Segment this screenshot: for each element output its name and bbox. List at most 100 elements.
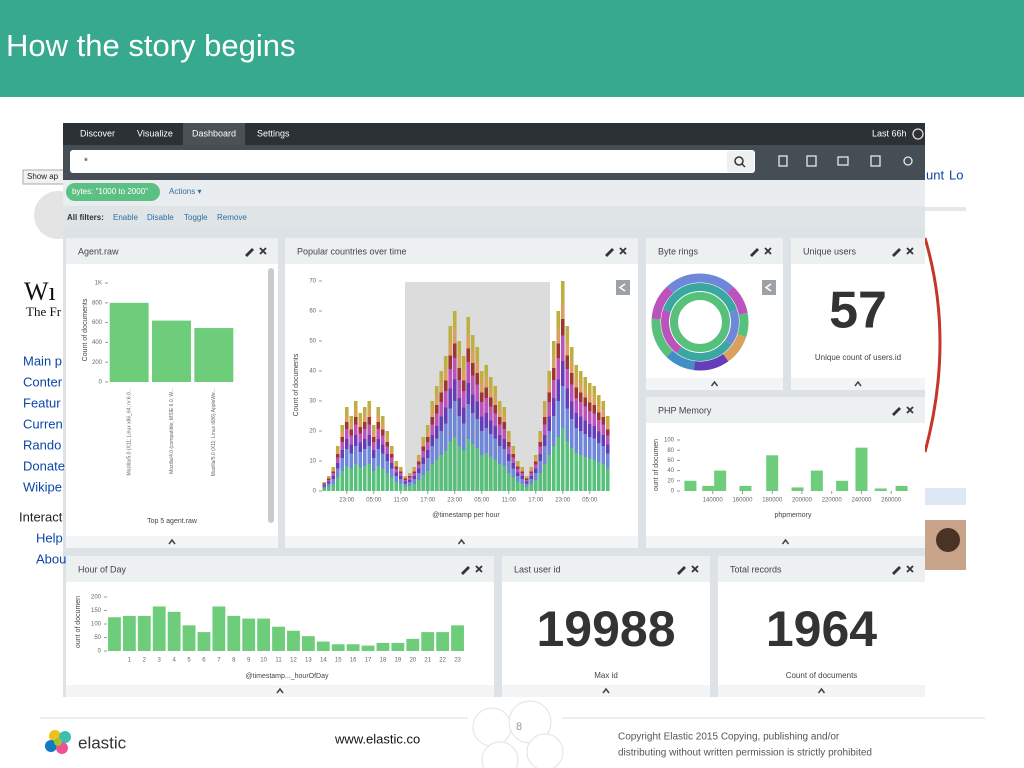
side-link[interactable]: Wikipe: [23, 479, 62, 494]
slide-title: How the story begins: [6, 28, 295, 63]
edit-icon[interactable]: [750, 248, 759, 257]
nav-item[interactable]: Settings: [257, 128, 290, 138]
bar: [406, 638, 420, 651]
title-band: [0, 0, 1024, 97]
bar: [484, 365, 489, 491]
y-tick-label: 40: [309, 369, 316, 375]
bar: [346, 644, 360, 651]
edit-icon[interactable]: [892, 407, 901, 416]
filter-action[interactable]: Remove: [217, 213, 247, 222]
close-icon[interactable]: [475, 565, 483, 573]
collapse-icon[interactable]: [457, 538, 466, 545]
collapse-icon[interactable]: [781, 538, 790, 545]
section: Interact: [19, 509, 63, 524]
filter-row: [63, 180, 925, 206]
metric-label: Count of documents: [786, 671, 858, 680]
metric-label: Unique count of users.id: [815, 353, 901, 362]
legend-toggle[interactable]: [762, 280, 776, 295]
filter-action[interactable]: Disable: [147, 213, 174, 222]
nav-item[interactable]: Discover: [80, 128, 115, 138]
close-icon[interactable]: [619, 247, 627, 255]
actions[interactable]: Actions ▾: [169, 187, 201, 196]
collapse-icon[interactable]: [168, 538, 176, 545]
close-icon[interactable]: [906, 406, 914, 414]
bar: [421, 632, 435, 651]
edit-icon[interactable]: [461, 566, 470, 575]
side-link[interactable]: Main p: [23, 353, 62, 368]
panel-footer: [646, 378, 783, 390]
filter-action[interactable]: Enable: [113, 213, 138, 222]
ring-segment: [651, 273, 749, 371]
clock-icon: [912, 128, 924, 140]
panel-title: Last user id: [514, 564, 561, 574]
side-link[interactable]: Conter: [23, 374, 63, 389]
bar: [529, 467, 534, 491]
top-link: Lo: [949, 167, 963, 182]
x-tick-label: Mozilla/5.0 (X11; Linux x86_64; rv:6.0..…: [126, 388, 132, 475]
bar: [569, 347, 574, 491]
metric-label: Max id: [594, 671, 618, 680]
bar: [605, 416, 610, 491]
y-tick-label: 80: [667, 448, 674, 454]
bar: [714, 470, 727, 491]
icon-new[interactable]: [778, 155, 788, 167]
bar: [326, 476, 331, 491]
nav-item[interactable]: Dashboard: [192, 128, 236, 138]
bar: [353, 401, 358, 491]
side-link[interactable]: Abou: [36, 551, 66, 566]
bar: [895, 485, 908, 491]
close-icon[interactable]: [906, 565, 914, 573]
bar: [583, 377, 588, 491]
url: www.elastic.co: [334, 731, 420, 746]
side-link[interactable]: Curren: [23, 416, 63, 431]
close-icon[interactable]: [764, 247, 772, 255]
bar: [434, 386, 439, 491]
ring-segment: [651, 273, 749, 371]
y-tick-label: 0: [99, 380, 103, 386]
x-tick-label: 2: [143, 658, 147, 664]
time-picker[interactable]: Last 66h: [872, 128, 907, 138]
edit-icon[interactable]: [892, 566, 901, 575]
close-icon[interactable]: [259, 247, 267, 255]
x-tick-label: 10: [260, 658, 267, 664]
metric-value: 19988: [536, 601, 675, 657]
x-tick-label: 15: [335, 658, 342, 664]
search-button[interactable]: [727, 151, 754, 172]
edit-icon[interactable]: [605, 248, 614, 257]
nav-item[interactable]: Visualize: [137, 128, 173, 138]
icon-share[interactable]: [870, 155, 881, 167]
filter-action[interactable]: Toggle: [184, 213, 208, 222]
x-axis-label: phpmemory: [775, 512, 812, 519]
icon-settings[interactable]: [903, 156, 913, 166]
query[interactable]: *: [84, 157, 88, 168]
scrollbar: [268, 268, 274, 523]
side-link[interactable]: Featur: [23, 395, 61, 410]
collapse-icon[interactable]: [817, 687, 826, 694]
close-icon[interactable]: [906, 247, 914, 255]
search-input[interactable]: [70, 150, 755, 173]
filter-pill[interactable]: [66, 183, 160, 201]
x-axis-label: @timestamp..._hourOfDay: [246, 673, 329, 680]
side-link[interactable]: Rando: [23, 437, 61, 452]
collapse-icon[interactable]: [602, 687, 610, 694]
close-icon[interactable]: [691, 565, 699, 573]
legend-toggle[interactable]: [616, 280, 630, 295]
y-tick-label: 200: [92, 360, 103, 366]
y-axis-label: ount of documen: [653, 439, 660, 491]
bar: [398, 467, 403, 491]
bar: [227, 615, 241, 651]
ui: Discover Visualize Dashboard Settings La…: [67, 128, 907, 222]
collapse-icon[interactable]: [854, 380, 862, 387]
icon-open[interactable]: [837, 156, 849, 166]
edit-icon[interactable]: [245, 248, 254, 257]
collapse-icon[interactable]: [276, 687, 284, 694]
panel-footer: [791, 378, 925, 390]
edit-icon[interactable]: [892, 248, 901, 257]
side-link[interactable]: Donate: [23, 458, 65, 473]
icon-save[interactable]: [806, 155, 817, 167]
edit-icon[interactable]: [677, 566, 686, 575]
collapse-icon[interactable]: [710, 380, 719, 387]
side-link[interactable]: Help: [36, 530, 63, 545]
panel-title: Unique users: [803, 246, 857, 256]
